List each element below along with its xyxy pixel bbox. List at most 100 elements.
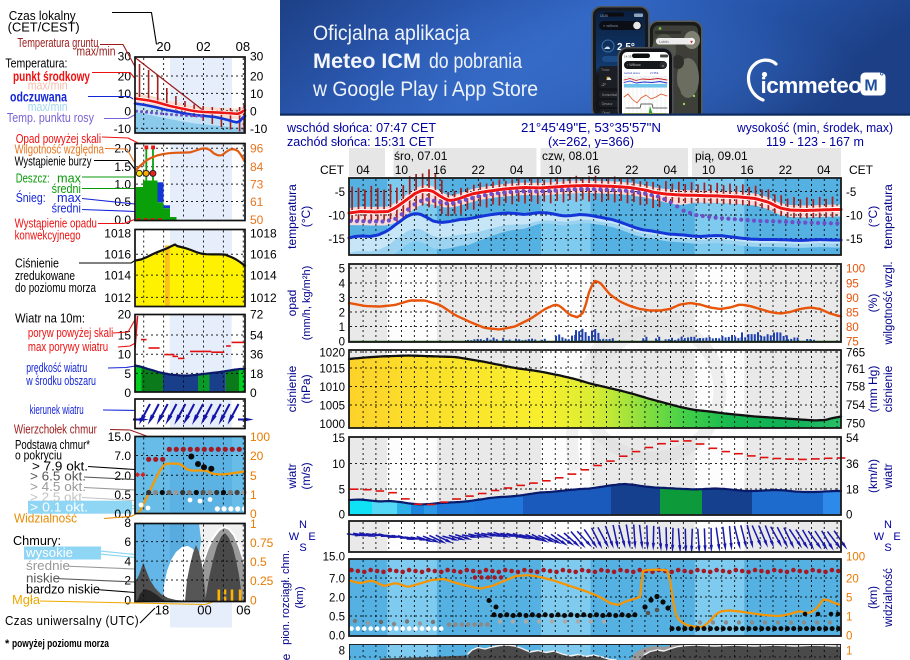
- svg-text:E: E: [308, 531, 315, 543]
- svg-text:5: 5: [846, 593, 852, 605]
- svg-text:90: 90: [846, 293, 859, 305]
- svg-text:85: 85: [846, 308, 859, 320]
- svg-text:konwekcyjnego: konwekcyjnego: [15, 229, 81, 243]
- svg-text:wiatr: wiatr: [285, 463, 299, 489]
- svg-text:2: 2: [124, 574, 131, 588]
- svg-text:S: S: [299, 542, 306, 554]
- svg-text:Temp. punktu rosy: Temp. punktu rosy: [7, 110, 94, 125]
- svg-text:icmmeteo: icmmeteo: [761, 73, 862, 98]
- svg-text:4: 4: [339, 279, 346, 291]
- svg-text:> 0.1 okt.: > 0.1 okt.: [30, 501, 88, 515]
- svg-text:max/min: max/min: [28, 100, 68, 114]
- svg-text:Temperatura:: Temperatura:: [5, 57, 67, 71]
- svg-text:6: 6: [124, 535, 131, 549]
- svg-text:7.0: 7.0: [114, 449, 131, 463]
- svg-text:10: 10: [118, 87, 132, 101]
- svg-text:73: 73: [250, 178, 264, 192]
- svg-text:1012: 1012: [250, 291, 277, 305]
- svg-text:-5: -5: [846, 187, 856, 199]
- svg-text:1005: 1005: [319, 401, 345, 413]
- svg-text:bardzo niskie: bardzo niskie: [26, 583, 100, 597]
- svg-text:(km): (km): [294, 587, 306, 609]
- svg-text:W: W: [874, 531, 885, 543]
- svg-text:2.0: 2.0: [329, 593, 345, 605]
- svg-text:0.25: 0.25: [250, 574, 274, 588]
- svg-text:Mgła: Mgła: [12, 593, 40, 607]
- svg-text:opad: opad: [285, 290, 299, 317]
- svg-text:7.0: 7.0: [329, 574, 345, 586]
- svg-text:Śnieg:: Śnieg:: [16, 190, 46, 205]
- svg-text:10: 10: [395, 163, 409, 177]
- svg-text:5: 5: [250, 469, 257, 483]
- svg-text:18: 18: [250, 367, 264, 381]
- svg-text:1014: 1014: [250, 269, 277, 283]
- svg-text:ciśnienie: ciśnienie: [285, 365, 299, 412]
- svg-text:0.5: 0.5: [114, 195, 131, 209]
- svg-text:18: 18: [155, 603, 169, 618]
- svg-text:04: 04: [356, 163, 370, 177]
- svg-text:Opad: Opad: [602, 111, 610, 115]
- svg-text:-10: -10: [846, 211, 863, 223]
- svg-text:1018: 1018: [104, 226, 131, 240]
- svg-text:(x=262, y=366): (x=262, y=366): [548, 135, 634, 149]
- svg-text:765: 765: [846, 348, 865, 360]
- svg-text:15.0: 15.0: [108, 430, 132, 444]
- svg-text:(mm/h, kg/m²h): (mm/h, kg/m²h): [301, 266, 313, 341]
- svg-text:1: 1: [846, 646, 852, 658]
- svg-text:max/min: max/min: [77, 44, 116, 58]
- svg-text:2: 2: [339, 308, 345, 320]
- svg-text:5: 5: [124, 367, 131, 381]
- svg-text:wysokie: wysokie: [25, 546, 73, 560]
- svg-text:50: 50: [250, 213, 264, 227]
- svg-text:04: 04: [510, 163, 524, 177]
- svg-text:0.5: 0.5: [114, 488, 131, 502]
- svg-text:0: 0: [250, 386, 257, 400]
- svg-text:1.5: 1.5: [114, 160, 131, 174]
- svg-text:punkt środkowy: punkt środkowy: [13, 69, 90, 84]
- svg-text:(°C): (°C): [299, 206, 313, 227]
- svg-text:Tmax: Tmax: [601, 68, 610, 72]
- svg-text:do poziomu morza: do poziomu morza: [15, 281, 96, 295]
- svg-text:W: W: [289, 531, 300, 543]
- svg-text:Wierzchołek chmur: Wierzchołek chmur: [14, 423, 97, 437]
- svg-text:max: max: [57, 191, 82, 205]
- svg-text:14:20: 14:20: [600, 14, 608, 18]
- svg-text:22: 22: [779, 163, 793, 177]
- svg-text:w środku obszaru: w środku obszaru: [25, 374, 96, 388]
- svg-text:08: 08: [236, 39, 250, 54]
- svg-text:36: 36: [846, 459, 859, 471]
- svg-text:18: 18: [846, 485, 859, 497]
- svg-text:wilgotność wzgl.: wilgotność wzgl.: [883, 261, 895, 345]
- svg-text:0: 0: [846, 631, 852, 643]
- svg-text:0: 0: [339, 510, 345, 522]
- svg-text:0.75: 0.75: [250, 536, 274, 550]
- svg-text:20: 20: [118, 308, 132, 322]
- svg-text:22: 22: [625, 163, 639, 177]
- svg-text:100: 100: [846, 552, 865, 564]
- svg-text:21°45'E: 21°45'E: [650, 72, 659, 75]
- svg-text:średnie: średnie: [26, 559, 70, 573]
- svg-text:04: 04: [664, 163, 678, 177]
- svg-text:0: 0: [250, 104, 257, 118]
- svg-text:15: 15: [332, 433, 345, 445]
- svg-text:1010: 1010: [319, 382, 345, 394]
- svg-text:wysokość (min, środek, max): wysokość (min, środek, max): [736, 121, 893, 135]
- svg-text:22: 22: [472, 163, 486, 177]
- svg-text:‹ Wilkow: ‹ Wilkow: [627, 63, 641, 67]
- svg-text:wschod slonca: wschod slonca: [624, 72, 640, 75]
- svg-text:761: 761: [846, 364, 865, 376]
- svg-text:758: 758: [846, 382, 865, 394]
- svg-text:5: 5: [339, 264, 345, 276]
- svg-text:Czas lokalny: Czas lokalny: [9, 9, 77, 23]
- svg-text:°: °: [880, 71, 884, 83]
- svg-text:prędkość wiatru: prędkość wiatru: [26, 361, 87, 375]
- svg-text:CET: CET: [320, 163, 345, 177]
- svg-text:0.5: 0.5: [329, 612, 345, 624]
- svg-text:max: max: [57, 171, 82, 185]
- svg-text:20: 20: [846, 574, 859, 586]
- svg-text:16: 16: [740, 163, 754, 177]
- svg-text:średni: średni: [52, 202, 81, 216]
- svg-text:100: 100: [250, 430, 270, 444]
- svg-text:-2°: -2°: [601, 82, 607, 87]
- svg-text:754: 754: [846, 400, 866, 412]
